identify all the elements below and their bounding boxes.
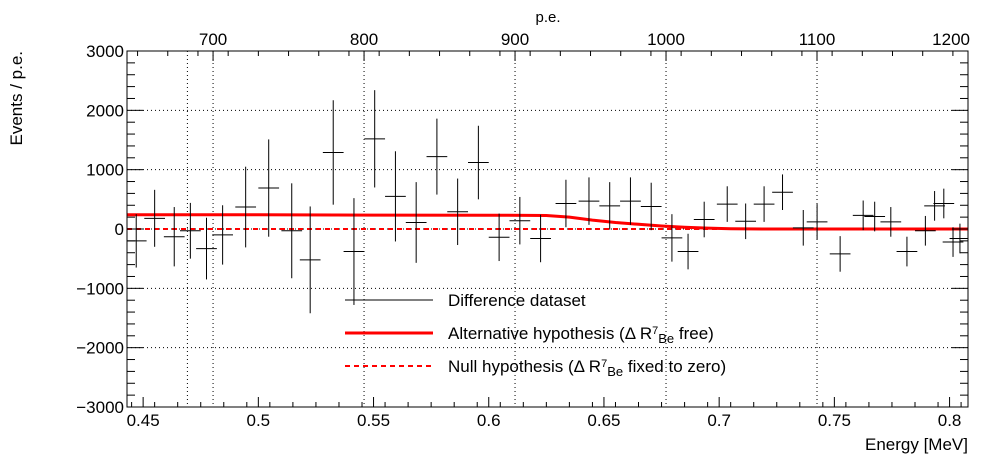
y-tick-label: −2000 xyxy=(76,339,124,358)
data-point xyxy=(753,186,775,222)
data-point xyxy=(509,196,531,245)
data-point xyxy=(555,179,577,228)
legend-entry: Difference dataset xyxy=(345,291,586,310)
y-tick-label: 2000 xyxy=(86,101,124,120)
x-tick-label: 0.75 xyxy=(818,411,851,430)
data-point xyxy=(322,100,344,205)
data-point xyxy=(235,166,257,248)
y-tick-label: −1000 xyxy=(76,279,124,298)
x2-tick-label: 900 xyxy=(501,30,529,49)
data-point xyxy=(620,177,641,225)
data-point xyxy=(924,191,945,221)
x2-tick-label: 1200 xyxy=(932,30,970,49)
data-point xyxy=(735,203,757,240)
alternative-hypothesis-line xyxy=(127,213,968,231)
data-point xyxy=(405,182,427,263)
data-point xyxy=(163,207,185,267)
x-tick-label: 0.8 xyxy=(938,411,962,430)
data-point xyxy=(447,178,469,246)
data-point xyxy=(693,201,715,238)
y-tick-label: 1000 xyxy=(86,161,124,180)
data-point xyxy=(468,125,489,200)
x2-tick-label: 1100 xyxy=(799,30,836,49)
x-tick-label: 0.7 xyxy=(707,411,731,430)
data-point xyxy=(677,233,699,270)
y-tick-label: 0 xyxy=(115,220,124,239)
data-point xyxy=(896,236,918,267)
data-point xyxy=(640,182,662,231)
legend-label: Difference dataset xyxy=(448,291,586,310)
y-tick-label: 3000 xyxy=(86,42,124,61)
x2-tick-label: 800 xyxy=(350,30,378,49)
data-point xyxy=(716,186,738,222)
legend-entry: Null hypothesis (Δ R7Be fixed to zero) xyxy=(345,357,726,379)
data-point xyxy=(364,90,386,188)
y-tick-label: −3000 xyxy=(76,398,124,417)
x-tick-label: 0.65 xyxy=(587,411,620,430)
x-axis-label: Energy [MeV] xyxy=(865,435,968,454)
grid xyxy=(127,51,968,407)
data-point xyxy=(933,188,955,219)
x2-tick-label: 700 xyxy=(199,30,227,49)
legend-label: Null hypothesis (Δ R7Be fixed to zero) xyxy=(448,357,726,379)
legend: Difference dataset Alternative hypothesis… xyxy=(345,291,726,379)
data-point xyxy=(578,177,600,225)
data-point xyxy=(806,204,828,240)
x2-tick-label: 1000 xyxy=(647,30,685,49)
legend-label: Alternative hypothesis (Δ R7Be free) xyxy=(448,324,714,346)
data-point xyxy=(281,183,303,279)
data-point xyxy=(258,139,280,237)
x2-axis-label: p.e. xyxy=(535,9,560,26)
data-point xyxy=(915,215,936,246)
data-point xyxy=(343,198,365,305)
x-tick-label: 0.45 xyxy=(127,411,160,430)
data-point xyxy=(599,182,621,230)
data-point xyxy=(772,174,793,211)
data-point xyxy=(299,206,321,314)
data-point xyxy=(864,201,886,232)
data-point xyxy=(829,236,851,272)
x-tick-label: 0.6 xyxy=(477,411,501,430)
data-point xyxy=(385,151,406,242)
plot-series xyxy=(127,90,968,314)
x-tick-label: 0.5 xyxy=(247,411,271,430)
data-point xyxy=(212,205,233,265)
legend-entry: Alternative hypothesis (Δ R7Be free) xyxy=(345,324,714,346)
data-point xyxy=(426,118,448,195)
data-point xyxy=(144,189,166,247)
data-point xyxy=(661,214,683,262)
y-axis-label: Events / p.e. xyxy=(7,51,26,146)
x-tick-label: 0.55 xyxy=(357,411,390,430)
data-point xyxy=(792,210,814,246)
data-point xyxy=(196,217,217,280)
axes: −3000 −2000 −1000 0 1000 2000 3000 0.45 0.5 0.55 0… xyxy=(76,30,970,430)
data-point xyxy=(530,214,551,263)
data-point xyxy=(880,207,902,237)
data-point xyxy=(852,200,874,231)
data-point xyxy=(179,202,201,259)
data-point xyxy=(488,213,510,262)
